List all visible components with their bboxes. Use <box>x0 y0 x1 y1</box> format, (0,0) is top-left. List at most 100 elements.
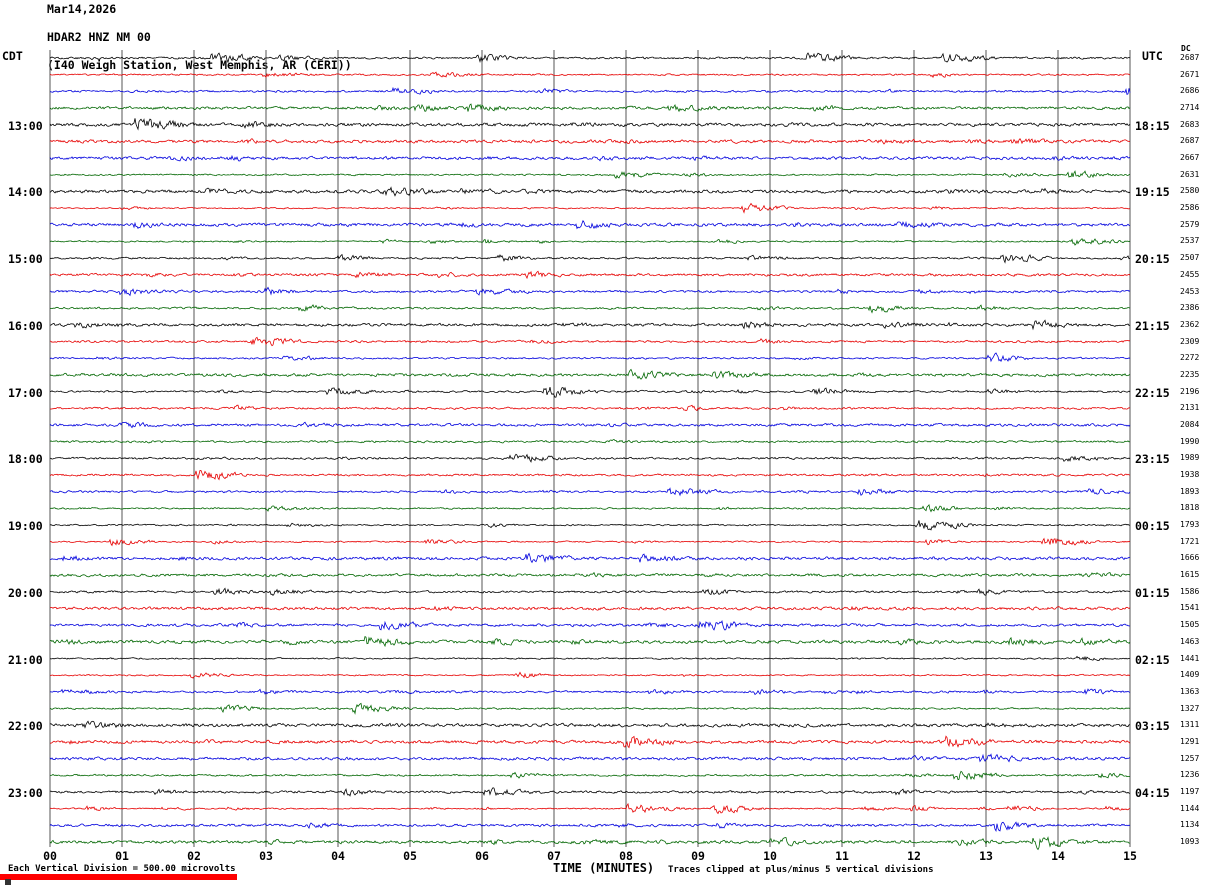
clip-note: Traces clipped at plus/minus 5 vertical … <box>668 865 934 875</box>
dc-value-row-43: 1236 <box>1180 770 1200 780</box>
trace-row-22 <box>49 421 1131 429</box>
dc-value-row-30: 1666 <box>1180 553 1200 563</box>
dc-value-row-39: 1327 <box>1180 703 1200 713</box>
x-tick-01: 01 <box>115 849 129 863</box>
dc-value-row-23: 1990 <box>1180 436 1200 446</box>
trace-row-40 <box>49 720 1131 729</box>
trace-row-19 <box>49 368 1131 380</box>
x-tick-10: 10 <box>763 849 777 863</box>
utc-hour-label-22:15: 22:15 <box>1135 385 1170 400</box>
station-title: HDAR2 HNZ NM 00 <box>47 30 151 44</box>
dc-value-row-21: 2131 <box>1180 403 1200 413</box>
dc-value-row-46: 1134 <box>1180 820 1200 830</box>
utc-hour-label-20:15: 20:15 <box>1135 252 1170 267</box>
x-tick-05: 05 <box>403 849 417 863</box>
dc-value-row-9: 2586 <box>1180 203 1200 213</box>
dc-value-row-28: 1793 <box>1180 520 1200 530</box>
dc-value-row-16: 2362 <box>1180 319 1200 329</box>
utc-hour-label-01:15: 01:15 <box>1135 585 1170 600</box>
trace-row-38 <box>49 688 1131 696</box>
date-title: Mar14,2026 <box>47 2 117 16</box>
trace-row-12 <box>49 253 1131 264</box>
trace-row-43 <box>49 770 1131 781</box>
dc-value-row-32: 1586 <box>1180 586 1200 596</box>
dc-value-row-22: 2084 <box>1180 419 1200 429</box>
right-timezone-label: UTC <box>1142 49 1163 63</box>
x-tick-08: 08 <box>619 849 633 863</box>
dc-value-row-34: 1505 <box>1180 620 1200 630</box>
dc-value-row-38: 1363 <box>1180 686 1200 696</box>
dc-value-row-4: 2683 <box>1180 119 1200 129</box>
trace-row-23 <box>49 439 1131 444</box>
dc-value-row-13: 2455 <box>1180 269 1200 279</box>
dc-value-row-1: 2671 <box>1180 69 1200 79</box>
utc-hour-label-00:15: 00:15 <box>1135 519 1170 534</box>
trace-row-34 <box>49 620 1131 631</box>
scale-note: Each Vertical Division = 500.00 microvol… <box>8 864 236 874</box>
trace-row-26 <box>49 487 1131 497</box>
trace-row-21 <box>49 404 1131 412</box>
cdt-hour-label-18:00: 18:00 <box>8 452 43 467</box>
trace-row-6 <box>49 154 1131 162</box>
trace-row-9 <box>49 202 1131 214</box>
trace-row-28 <box>49 520 1131 531</box>
trace-row-0 <box>49 52 1131 64</box>
trace-row-45 <box>50 802 1131 815</box>
utc-hour-label-21:15: 21:15 <box>1135 318 1170 333</box>
trace-row-8 <box>49 186 1131 197</box>
x-tick-14: 14 <box>1051 849 1065 863</box>
x-tick-06: 06 <box>475 849 489 863</box>
dc-value-row-24: 1989 <box>1180 453 1200 463</box>
x-tick-13: 13 <box>979 849 993 863</box>
dc-value-row-0: 2687 <box>1180 53 1200 62</box>
dc-value-row-42: 1257 <box>1180 753 1200 763</box>
x-tick-04: 04 <box>331 849 345 863</box>
trace-row-35 <box>49 636 1131 648</box>
trace-row-36 <box>50 655 1130 661</box>
dc-value-row-29: 1721 <box>1180 536 1200 546</box>
dc-value-row-10: 2579 <box>1180 219 1200 229</box>
x-tick-07: 07 <box>547 849 561 863</box>
cdt-hour-label-17:00: 17:00 <box>8 385 43 400</box>
dc-value-row-31: 1615 <box>1180 570 1200 580</box>
dc-value-row-17: 2309 <box>1180 336 1200 346</box>
trace-row-5 <box>49 137 1131 145</box>
dc-value-row-47: 1093 <box>1180 837 1200 846</box>
trace-row-10 <box>49 219 1131 230</box>
dc-value-row-37: 1409 <box>1180 670 1200 680</box>
dc-value-row-8: 2580 <box>1180 186 1200 196</box>
dc-value-row-45: 1144 <box>1180 803 1200 813</box>
trace-row-39 <box>49 702 1131 715</box>
trace-row-2 <box>49 86 1131 95</box>
trace-row-16 <box>50 319 1131 331</box>
dc-value-row-12: 2507 <box>1180 253 1200 263</box>
trace-row-27 <box>49 504 1131 513</box>
left-timezone-label: CDT <box>2 49 23 63</box>
cdt-hour-label-13:00: 13:00 <box>8 118 43 133</box>
trace-row-3 <box>49 103 1131 113</box>
x-tick-03: 03 <box>259 849 273 863</box>
trace-row-25 <box>49 469 1131 481</box>
dc-value-row-6: 2667 <box>1180 153 1200 163</box>
dc-value-row-25: 1938 <box>1180 470 1200 480</box>
dc-value-row-11: 2537 <box>1180 236 1200 246</box>
dc-value-row-26: 1893 <box>1180 486 1200 496</box>
x-tick-12: 12 <box>907 849 921 863</box>
dc-value-row-41: 1291 <box>1180 736 1200 746</box>
x-tick-09: 09 <box>691 849 705 863</box>
utc-hour-label-02:15: 02:15 <box>1135 652 1170 667</box>
utc-hour-label-04:15: 04:15 <box>1135 785 1170 800</box>
title-block: Mar14,2026 HDAR2 HNZ NM 00 (I40 Weigh St… <box>47 2 352 72</box>
cdt-hour-label-22:00: 22:00 <box>8 719 43 734</box>
utc-hour-label-23:15: 23:15 <box>1135 452 1170 467</box>
trace-row-47 <box>49 836 1131 851</box>
dc-value-row-3: 2714 <box>1180 103 1200 113</box>
trace-row-7 <box>49 170 1131 179</box>
dc-value-row-15: 2386 <box>1180 303 1200 313</box>
dc-value-row-18: 2272 <box>1180 353 1200 363</box>
trace-row-32 <box>49 587 1131 597</box>
x-tick-11: 11 <box>835 849 849 863</box>
trace-row-4 <box>49 118 1131 131</box>
